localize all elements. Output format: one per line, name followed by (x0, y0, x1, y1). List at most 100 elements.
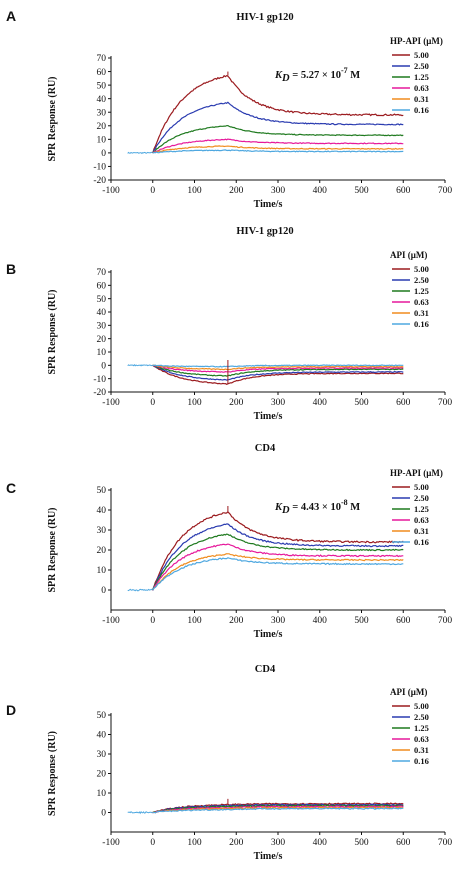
x-tick-label: 400 (313, 838, 328, 848)
series-line-5-00 (152, 511, 404, 591)
x-tick-label: 700 (438, 838, 453, 848)
y-tick-label: 40 (97, 95, 107, 105)
legend-entry: 1.25 (414, 286, 429, 296)
legend-entry: 1.25 (414, 72, 429, 82)
kd-unit: M (348, 70, 361, 81)
legend: API (μM) 5.002.501.250.630.310.16 (390, 687, 429, 766)
series-line-1-25 (152, 804, 404, 813)
x-tick-label: 700 (438, 616, 453, 626)
y-axis-label: SPR Response (RU) (47, 508, 58, 593)
legend-entry: 0.16 (414, 756, 429, 766)
y-tick-label: 30 (97, 322, 107, 332)
x-tick-label: 100 (187, 398, 202, 408)
y-tick-label: 20 (97, 770, 107, 780)
x-tick-label: 700 (438, 398, 453, 408)
x-tick-label: 500 (354, 616, 369, 626)
x-tick-label: 0 (150, 616, 155, 626)
legend: API (μM) 5.002.501.250.630.310.16 (390, 250, 429, 329)
kd-unit: M (348, 502, 361, 513)
x-tick-label: 200 (229, 186, 244, 196)
chart-title: HIV-1 gp120 (236, 226, 293, 237)
x-axis-label: Time/s (254, 411, 283, 422)
series-line-0-16 (152, 557, 404, 591)
legend-entry: 0.31 (414, 94, 429, 104)
x-tick-label: 600 (396, 398, 411, 408)
chart-title: CD4 (255, 443, 276, 454)
series-line-0-31 (152, 364, 404, 371)
x-tick-label: 300 (271, 398, 286, 408)
x-tick-label: 0 (150, 838, 155, 848)
y-tick-label: 50 (97, 711, 107, 721)
y-tick-label: 0 (101, 149, 106, 159)
baseline-trace (127, 151, 154, 155)
legend-entry: 0.63 (414, 734, 429, 744)
y-tick-label: 0 (101, 809, 106, 819)
series-line-2-50 (152, 364, 404, 381)
chart-title: HIV-1 gp120 (236, 12, 293, 23)
chart-title: CD4 (255, 664, 276, 675)
series-line-5-00 (152, 802, 404, 814)
legend-entry: 5.00 (414, 264, 429, 274)
kd-exponent: -7 (341, 66, 348, 75)
x-tick-label: -100 (102, 838, 120, 848)
x-axis-label: Time/s (254, 199, 283, 210)
y-tick-label: 70 (97, 268, 107, 278)
x-tick-label: 400 (313, 616, 328, 626)
x-tick-label: 0 (150, 398, 155, 408)
x-tick-label: 500 (354, 186, 369, 196)
legend-entry: 0.63 (414, 515, 429, 525)
y-tick-label: 0 (101, 586, 106, 596)
x-tick-label: -100 (102, 186, 120, 196)
series-line-0-31 (152, 553, 404, 591)
legend-title: HP-API (μM) (390, 36, 443, 46)
kd-subscript: D (281, 505, 290, 516)
kd-symbol: K (274, 70, 283, 81)
y-tick-label: 10 (97, 789, 107, 799)
y-tick-label: -10 (93, 375, 106, 385)
y-tick-label: 0 (101, 362, 106, 372)
x-tick-label: 500 (354, 398, 369, 408)
x-tick-label: 300 (271, 838, 286, 848)
x-tick-label: 400 (313, 186, 328, 196)
y-tick-label: 30 (97, 526, 107, 536)
kd-subscript: D (281, 73, 290, 84)
legend-title: API (μM) (390, 687, 427, 697)
y-axis-label: SPR Response (RU) (47, 731, 58, 816)
x-tick-label: 700 (438, 186, 453, 196)
legend-entry: 2.50 (414, 61, 429, 71)
x-tick-label: 500 (354, 838, 369, 848)
legend: HP-API (μM) 5.002.501.250.630.310.16 (390, 36, 443, 115)
y-tick-label: 10 (97, 566, 107, 576)
panel-letter: D (6, 702, 16, 718)
legend-entry: 0.63 (414, 83, 429, 93)
series-line-1-25 (152, 364, 404, 377)
y-tick-label: 20 (97, 122, 107, 132)
y-axis-label: SPR Response (RU) (47, 77, 58, 162)
series-line-2-50 (152, 523, 404, 590)
x-tick-label: 100 (187, 616, 202, 626)
baseline-trace (127, 588, 154, 592)
series-line-0-63 (152, 138, 404, 154)
panel-letter: C (6, 480, 16, 496)
legend-entry: 0.16 (414, 105, 429, 115)
legend-entry: 5.00 (414, 482, 429, 492)
y-tick-label: 10 (97, 136, 107, 146)
x-axis-label: Time/s (254, 629, 283, 640)
legend-entry: 5.00 (414, 701, 429, 711)
legend-entry: 2.50 (414, 712, 429, 722)
y-tick-label: 20 (97, 546, 107, 556)
y-tick-label: 60 (97, 282, 107, 292)
x-axis-label: Time/s (254, 851, 283, 862)
kd-exponent: -8 (341, 498, 348, 507)
y-tick-label: 40 (97, 731, 107, 741)
baseline-trace (127, 364, 154, 367)
x-tick-label: -100 (102, 616, 120, 626)
y-tick-label: 60 (97, 68, 107, 78)
series-line-0-16 (152, 364, 404, 368)
y-tick-label: 40 (97, 308, 107, 318)
chart-panel-d: D CD4 0 10 20 30 40 50 -100 0 100 200 300 400 500 600 70… (6, 664, 452, 862)
x-tick-label: 600 (396, 838, 411, 848)
y-tick-label: 30 (97, 750, 107, 760)
x-tick-label: 200 (229, 838, 244, 848)
